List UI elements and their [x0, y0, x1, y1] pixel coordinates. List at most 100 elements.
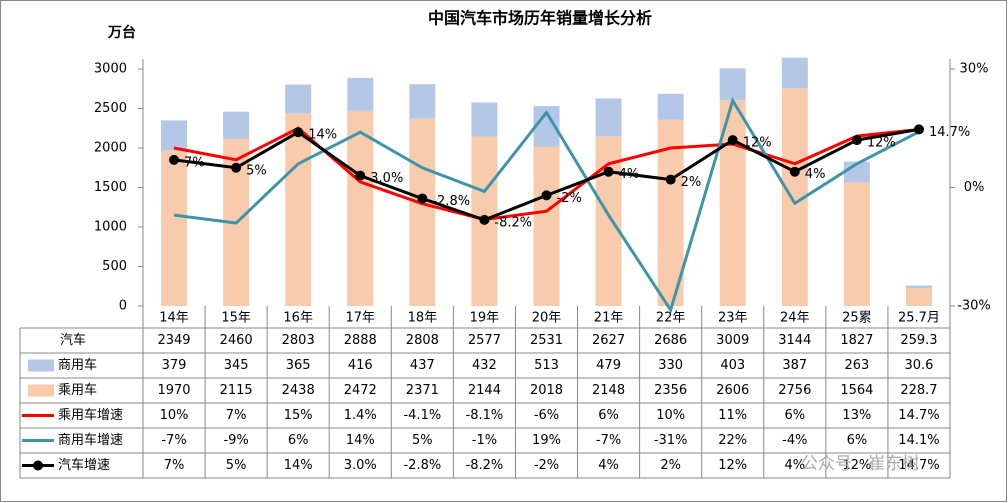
table-cell: 2606	[716, 383, 749, 398]
data-label: -2%	[557, 191, 582, 206]
legend-label: 汽车增速	[58, 457, 110, 473]
data-label: 2%	[681, 175, 702, 190]
table-cell: 2460	[220, 333, 253, 348]
table-cell: -7%	[596, 433, 621, 448]
table-cell: 11%	[718, 408, 747, 423]
table-cell: 2356	[654, 383, 687, 398]
table-cell: 345	[224, 358, 249, 373]
table-cell: 14.1%	[898, 433, 939, 448]
y-tick-label: 2500	[94, 101, 127, 116]
table-cell: 2148	[592, 383, 625, 398]
table-cell: -8.1%	[466, 408, 504, 423]
point	[665, 174, 676, 185]
y2-tick-label: 0%	[964, 180, 985, 195]
point	[417, 193, 428, 204]
table-cell: 416	[348, 358, 373, 373]
data-label: 12%	[867, 136, 896, 151]
table-cell: 3144	[778, 333, 811, 348]
table-cell: 2%	[660, 458, 681, 473]
bar	[657, 93, 684, 120]
table-cell: -2%	[534, 458, 559, 473]
chart-title: 中国汽车市场历年销量增长分析	[428, 9, 652, 28]
table-cell: 6%	[288, 433, 309, 448]
data-label: 3.0%	[370, 171, 403, 186]
table-cell: 22%	[718, 433, 747, 448]
table-cell: 1564	[840, 383, 873, 398]
table-cell: 12%	[718, 458, 747, 473]
bar	[409, 118, 436, 306]
table-cell: 10%	[160, 408, 189, 423]
x-tick-label: 14年	[159, 311, 189, 326]
table-cell: -1%	[472, 433, 497, 448]
table-cell: 513	[534, 358, 559, 373]
table-cell: 2018	[530, 383, 563, 398]
table-cell: 2144	[468, 383, 501, 398]
point	[541, 190, 552, 201]
table-cell: -4.1%	[403, 408, 441, 423]
table-cell: 14.7%	[898, 408, 939, 423]
y2-tick-label: 30%	[960, 62, 989, 77]
x-tick-label: 22年	[656, 311, 686, 326]
x-tick-label: 18年	[408, 311, 438, 326]
table-cell: 4%	[784, 458, 805, 473]
table-cell: 2577	[468, 333, 501, 348]
table-cell: 1.4%	[344, 408, 377, 423]
table-cell: 3009	[716, 333, 749, 348]
bar	[595, 98, 622, 137]
table-cell: 330	[658, 358, 683, 373]
table-cell: -31%	[654, 433, 688, 448]
table-cell: 19%	[532, 433, 561, 448]
data-label: 4%	[619, 167, 640, 182]
legend-key	[28, 359, 54, 372]
y2-tick-label: -30%	[957, 299, 991, 314]
bar	[533, 146, 560, 306]
bar	[161, 120, 188, 151]
table-cell: 14.7%	[898, 458, 939, 473]
table-cell: 2888	[344, 333, 377, 348]
table-cell: 437	[410, 358, 435, 373]
table-cell: 432	[472, 358, 497, 373]
table-cell: 3.0%	[344, 458, 377, 473]
data-label: -8.2%	[494, 215, 532, 230]
point	[727, 135, 738, 146]
table-cell: 2686	[654, 333, 687, 348]
bar	[223, 111, 250, 139]
table-cell: 1970	[157, 383, 190, 398]
x-tick-label: 25.7月	[898, 311, 940, 326]
table-cell: -8.2%	[466, 458, 504, 473]
table-cell: 14%	[346, 433, 375, 448]
x-tick-label: 19年	[470, 311, 500, 326]
y-tick-label: 500	[102, 259, 127, 274]
table-cell: 263	[844, 358, 869, 373]
bar	[409, 84, 436, 119]
table-cell: 2349	[157, 333, 190, 348]
table-cell: 1827	[840, 333, 873, 348]
point	[789, 166, 800, 177]
table-cell: 2803	[282, 333, 315, 348]
data-label: 5%	[246, 163, 267, 178]
x-tick-label: 25累	[842, 311, 872, 326]
bar	[347, 77, 374, 111]
table-cell: 7%	[226, 408, 247, 423]
table-cell: 2808	[406, 333, 439, 348]
bar	[719, 68, 746, 101]
bar	[161, 150, 188, 306]
watermark: 公众号 · 崔东树	[801, 454, 919, 474]
x-tick-label: 21年	[594, 311, 624, 326]
point	[851, 135, 862, 146]
table-cell: -6%	[534, 408, 559, 423]
table-cell: -4%	[782, 433, 807, 448]
y-tick-label: 1500	[94, 180, 127, 195]
table-cell: 403	[720, 358, 745, 373]
point	[293, 127, 304, 138]
table-cell: 2371	[406, 383, 439, 398]
x-tick-label: 24年	[780, 311, 810, 326]
table-cell: 15%	[284, 408, 313, 423]
point	[603, 166, 614, 177]
table-cell: 387	[782, 358, 807, 373]
bar	[471, 102, 498, 137]
table-cell: -2.8%	[403, 458, 441, 473]
table-cell: 365	[286, 358, 311, 373]
table-cell: 12%	[842, 458, 871, 473]
x-tick-label: 16年	[283, 311, 313, 326]
